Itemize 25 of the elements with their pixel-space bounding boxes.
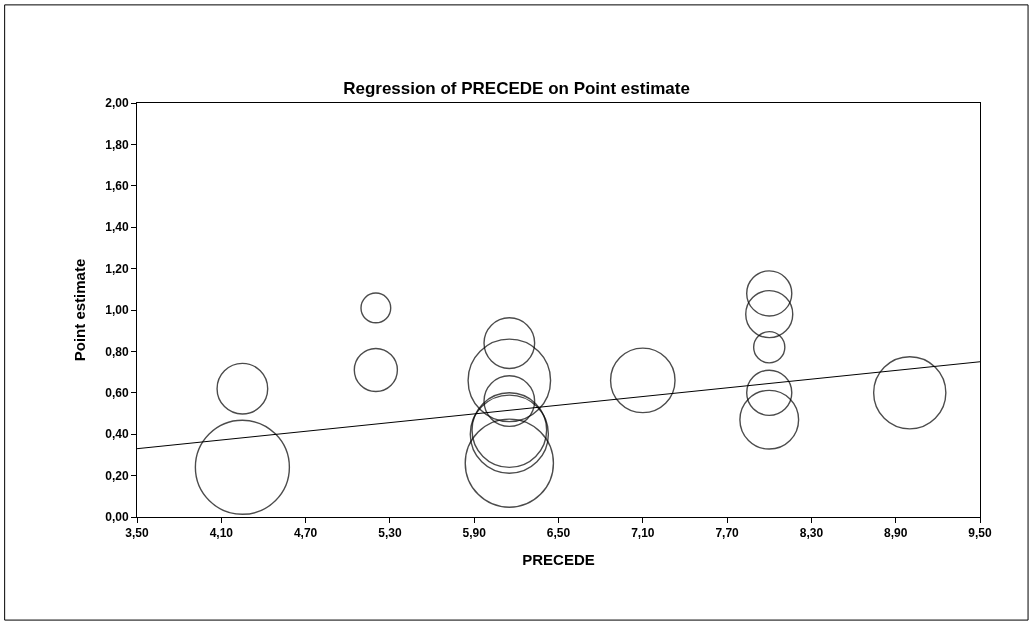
y-tick-label: 1,80 [105, 137, 129, 152]
x-axis-title: PRECEDE [522, 551, 595, 569]
y-tick-label: 0,40 [105, 427, 129, 442]
y-tick-label: 2,00 [105, 96, 129, 111]
y-tick-label: 0,80 [105, 344, 129, 359]
x-tick-label: 7,10 [631, 526, 655, 541]
y-tick-label: 0,60 [105, 386, 129, 400]
y-tick-label: 1,40 [105, 220, 129, 235]
x-tick-label: 9,50 [968, 526, 992, 541]
x-tick-label: 4,70 [293, 526, 318, 541]
x-tick-label: 8,90 [884, 526, 908, 541]
y-tick-label: 1,20 [105, 261, 129, 276]
x-tick-label: 5,30 [378, 526, 402, 541]
x-tick-label: 4,10 [209, 526, 234, 541]
y-tick-label: 1,00 [105, 303, 129, 318]
x-tick-label: 6,50 [546, 526, 571, 541]
y-tick-label: 1,60 [105, 179, 129, 193]
y-axis-title: Point estimate [71, 258, 89, 362]
y-tick-label: 0,20 [105, 468, 129, 483]
chart-title: Regression of PRECEDE on Point estimate [343, 78, 690, 98]
x-tick-label: 7,70 [715, 526, 740, 541]
x-tick-label: 8,30 [799, 526, 824, 541]
x-tick-label: 5,90 [462, 526, 487, 541]
y-tick-label: 0,00 [105, 510, 129, 525]
x-tick-label: 3,50 [125, 526, 149, 541]
